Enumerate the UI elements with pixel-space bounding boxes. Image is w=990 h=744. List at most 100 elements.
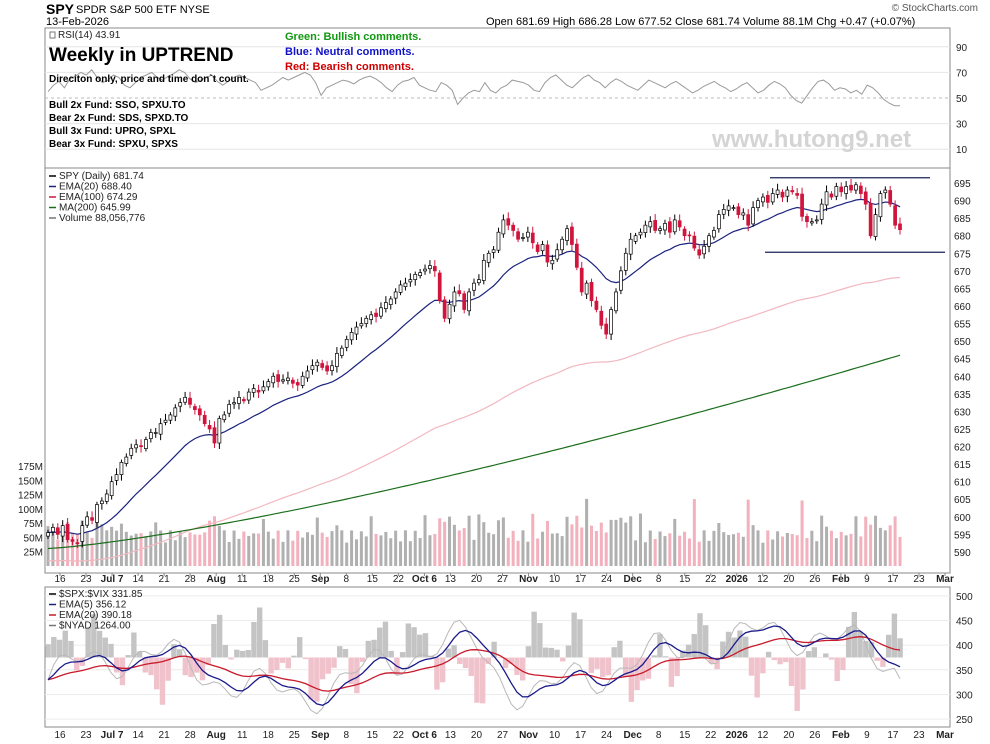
nyad-area-up: [554, 649, 560, 658]
candle-body: [795, 193, 800, 196]
volume-bar: [746, 499, 750, 566]
volume-bar: [364, 536, 368, 566]
volume-bar: [849, 533, 853, 566]
candle-body: [393, 291, 398, 299]
volume-bar: [457, 530, 461, 566]
volume-bar: [658, 531, 662, 566]
candle-body: [731, 207, 736, 209]
volume-bar: [609, 519, 613, 566]
volume-bar: [531, 513, 535, 566]
candle-body: [344, 339, 349, 348]
volume-bar: [178, 531, 182, 566]
rsi-tick-label: 70: [956, 68, 968, 79]
candle-body: [668, 221, 672, 233]
volume-bar: [335, 525, 339, 566]
candle-body: [374, 312, 378, 317]
candle-body: [388, 298, 393, 305]
nyad-area-up: [245, 650, 251, 658]
candle-body: [310, 365, 315, 371]
candle-body: [648, 221, 653, 228]
volume-bar: [565, 516, 569, 566]
candle-body: [457, 290, 462, 295]
rsi-tick-label: 30: [956, 120, 968, 131]
price-tick-label: 645: [954, 355, 971, 366]
candle-body: [609, 309, 613, 335]
nyad-area-up: [617, 640, 623, 658]
candle-body: [741, 212, 746, 216]
volume-bar: [124, 531, 128, 566]
candle-body: [413, 274, 418, 280]
volume-bar: [511, 530, 515, 566]
nyad-area-down: [159, 657, 166, 705]
candle-body: [770, 193, 775, 203]
volume-bar: [560, 536, 564, 566]
nyad-area-up: [531, 611, 537, 658]
volume-bar: [614, 519, 618, 566]
x-tick-label-vix: 11: [237, 730, 248, 741]
volume-bar: [257, 533, 261, 566]
price-tick-label: 610: [954, 478, 971, 489]
volume-bar: [217, 525, 221, 566]
x-tick-label-vix: 17: [887, 730, 899, 741]
volume-bar: [820, 515, 824, 566]
candle-body: [619, 270, 623, 291]
candle-body: [858, 185, 863, 194]
volume-bar: [105, 530, 109, 566]
nyad-area-up: [765, 651, 772, 658]
x-tick-label-vix: 25: [289, 730, 301, 741]
volume-bar: [702, 530, 706, 566]
nyad-area-up: [685, 644, 692, 658]
spx-vix-ratio-line: [47, 619, 901, 715]
candle-body: [834, 186, 839, 197]
x-tick-label-vix: 20: [471, 730, 483, 741]
candle-body: [761, 196, 765, 203]
x-tick-label-vix: Sep: [311, 730, 329, 741]
candle-body: [339, 347, 344, 356]
candle-body: [193, 406, 197, 410]
ema5-vix-line: [47, 625, 901, 706]
price-tick-label: 690: [954, 197, 971, 208]
nyad-area-down: [485, 657, 492, 664]
nyad-area-up: [811, 647, 818, 658]
volume-bar: [418, 538, 422, 566]
candle-body: [672, 219, 677, 233]
volume-bar: [350, 530, 354, 566]
volume-bar: [354, 539, 358, 566]
nyad-area-down: [268, 657, 274, 674]
nyad-area-down: [594, 657, 600, 669]
candle-body: [589, 281, 594, 302]
candle-body: [408, 279, 413, 283]
price-legend-item: Volume 88,056,776: [59, 213, 146, 224]
fund-line-4: Bear 3x Fund: SPXU, SPXS: [49, 139, 178, 150]
candle-body: [530, 232, 535, 244]
candle-body: [863, 191, 868, 205]
vix-tick-label: 250: [956, 715, 973, 726]
volume-bar: [359, 531, 363, 566]
volume-bar: [536, 538, 540, 566]
x-tick-label-price: Aug: [206, 574, 225, 585]
nyad-area-up: [737, 630, 743, 658]
candle-body: [325, 365, 329, 372]
candle-body: [800, 193, 804, 217]
volume-bar: [594, 530, 598, 566]
x-tick-label-price: Oct 6: [412, 574, 437, 585]
price-tick-label: 605: [954, 495, 971, 506]
volume-bar: [692, 499, 696, 566]
x-tick-label-vix: Jul 7: [101, 730, 124, 741]
candle-body: [555, 249, 560, 260]
rsi-legend-swatch: [49, 31, 56, 39]
candle-body: [682, 228, 687, 237]
nyad-area-up: [256, 607, 263, 658]
x-tick-label-price: 21: [159, 574, 171, 585]
nyad-area-up: [680, 650, 686, 658]
security-name-text: SPDR S&P 500 ETF: [76, 4, 177, 16]
candle-body: [369, 314, 374, 320]
nyad-area-down: [182, 657, 189, 676]
volume-bar: [110, 526, 114, 566]
candle-body: [286, 377, 290, 381]
nyad-area-up: [291, 655, 297, 658]
volume-bar: [638, 513, 642, 566]
candle-body: [712, 230, 716, 238]
candle-body: [276, 374, 280, 382]
candle-body: [550, 259, 555, 265]
